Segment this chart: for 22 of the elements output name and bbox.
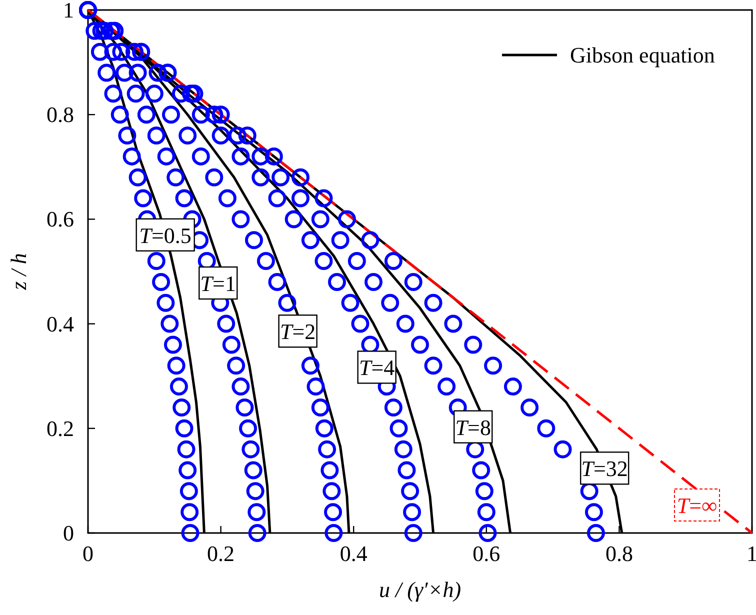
y-tick-label: 0.8 [46, 102, 74, 128]
y-tick-label: 0.4 [46, 311, 74, 336]
x-tick-label: 1 [746, 541, 756, 566]
y-tick-label: 0.2 [46, 416, 74, 441]
x-tick-label: 0 [82, 541, 94, 566]
annotation: T=2 [280, 318, 316, 344]
series-label: T=∞ [676, 492, 718, 518]
x-tick-label: 0.2 [207, 541, 235, 566]
annotation: T=32 [581, 456, 628, 481]
x-tick-label: 0.8 [605, 541, 633, 566]
annotation: T=8 [455, 414, 491, 440]
x-tick-label: 0.6 [472, 541, 500, 566]
y-tick-label: 0.6 [46, 206, 74, 232]
x-axis-title: u / (γ′×h) [378, 577, 462, 602]
annotation: T=0.5 [139, 222, 192, 248]
x-tick-label: 0.4 [340, 541, 368, 566]
y-tick-label: 0 [63, 520, 74, 546]
y-tick-label: 1 [63, 0, 74, 22]
legend-label: Gibson equation [570, 42, 715, 68]
annotation: T=4 [359, 354, 395, 380]
annotation: T=1 [200, 270, 236, 296]
y-axis-title: z / h [6, 253, 31, 291]
